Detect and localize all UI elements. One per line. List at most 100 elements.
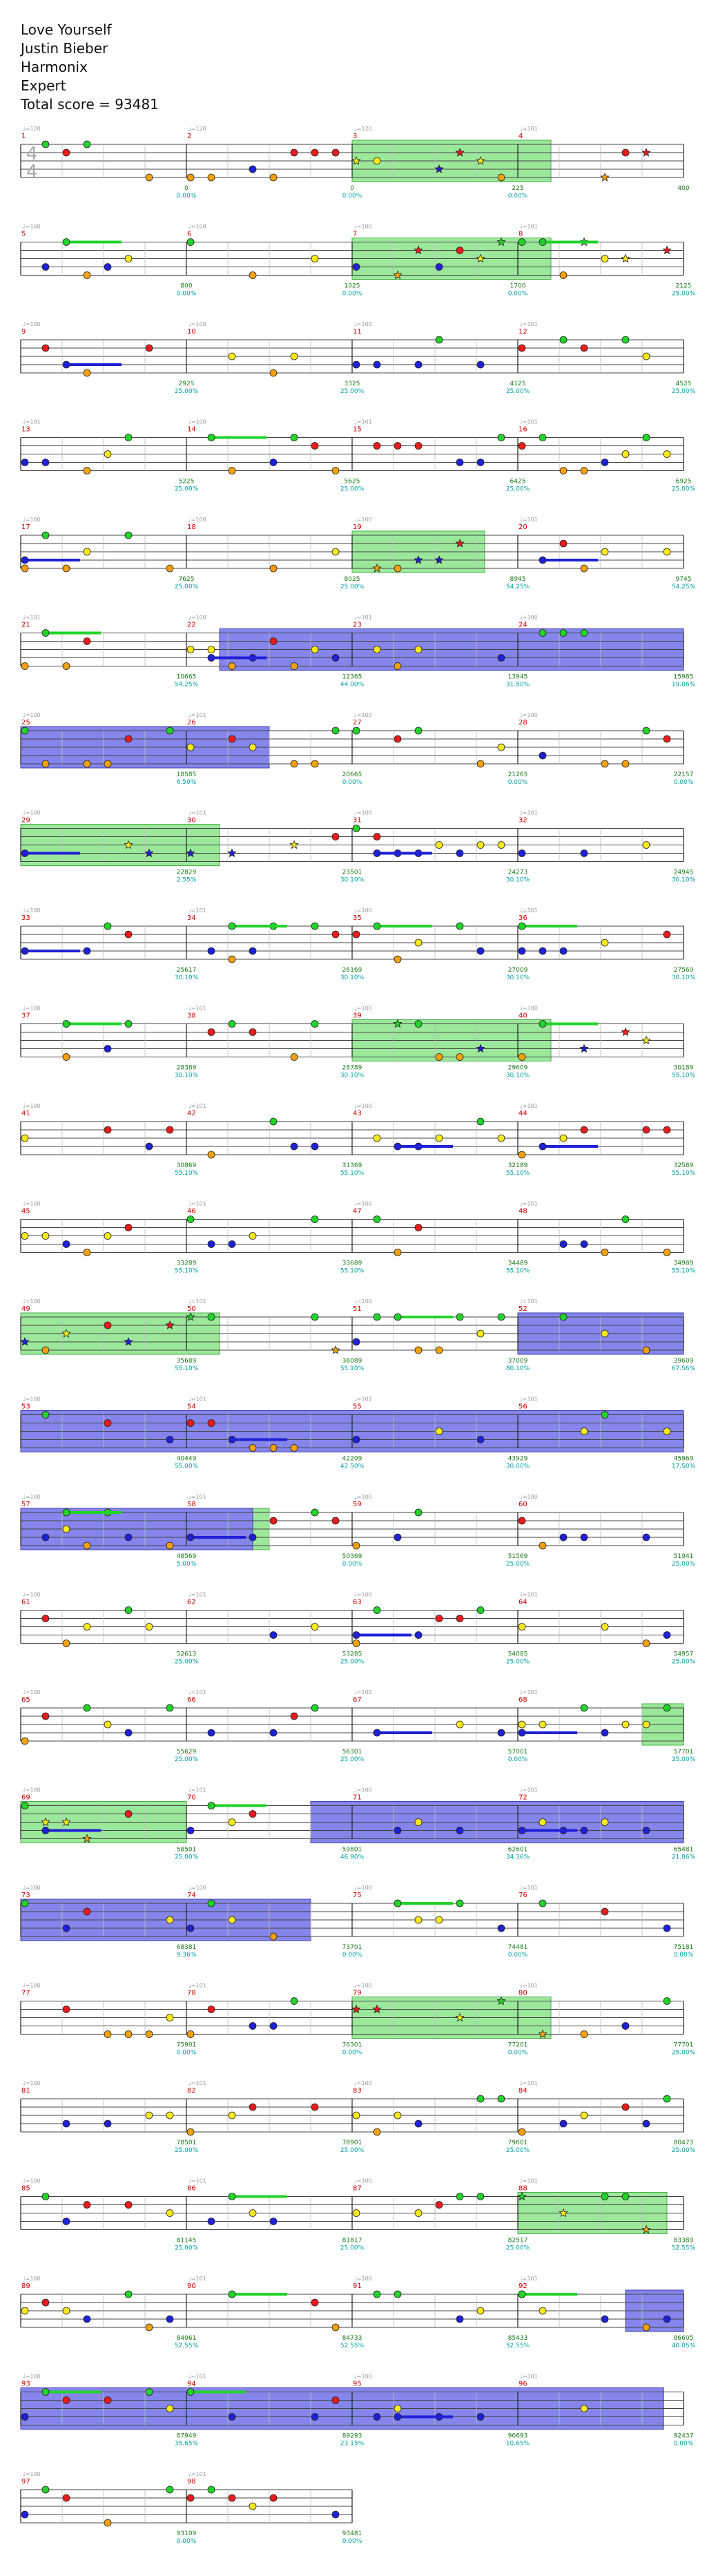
note-gem: [83, 947, 91, 955]
measure-score: 74481: [508, 1944, 528, 1951]
measure-score: 92437: [674, 2433, 694, 2440]
note-gem: [331, 727, 340, 735]
sp-percent: 0.00%: [508, 779, 528, 786]
sp-percent: 17.50%: [672, 1463, 696, 1470]
note-gem: [186, 2494, 195, 2502]
note-gem: [539, 1020, 547, 1028]
note-gem: [186, 2030, 195, 2038]
measure-score: 30869: [177, 1162, 197, 1169]
note-gem: [62, 2307, 70, 2315]
note-gem: [580, 564, 588, 573]
measure-score: 81817: [342, 2238, 362, 2245]
tempo-marker: ♩=100: [354, 1494, 372, 1500]
note-gem: [539, 1899, 547, 1907]
measure-score: 78501: [177, 2140, 197, 2146]
measure-score: 2925: [179, 381, 195, 387]
measure-score: 0: [350, 185, 354, 192]
measure-score: 34989: [674, 1260, 694, 1267]
note-gem: [207, 1151, 215, 1159]
note-gem: [83, 548, 91, 556]
tempo-marker: ♩=101: [520, 1592, 538, 1598]
sp-percent: 25.00%: [506, 1659, 530, 1666]
note-gem: [518, 238, 526, 246]
note-star: [641, 2224, 651, 2234]
note-star: [476, 155, 485, 165]
note-gem: [104, 1126, 112, 1134]
measure-number: 21: [21, 622, 30, 629]
measure-number: 81: [21, 2087, 30, 2095]
measure-number: 68: [519, 1696, 527, 1704]
measure-score: 24273: [508, 869, 528, 876]
measure-score: 58501: [177, 1847, 197, 1854]
measure-score: 28789: [342, 1065, 362, 1072]
note-gem: [186, 1827, 195, 1834]
measure-number: 42: [187, 1110, 196, 1117]
note-gem: [601, 1818, 609, 1826]
note-gem: [311, 1704, 319, 1712]
sp-percent: 55.10%: [672, 1073, 696, 1079]
measure-number: 95: [353, 2381, 362, 2388]
note-gem: [539, 1720, 547, 1729]
note-gem: [21, 1134, 29, 1142]
sp-percent: 31.50%: [506, 682, 530, 689]
measure-number: 10: [187, 328, 196, 336]
note-gem: [62, 2494, 70, 2502]
note-gem: [186, 743, 195, 751]
note-gem: [41, 263, 50, 271]
tempo-marker: ♩=100: [354, 2276, 372, 2282]
note-gem: [642, 1827, 650, 1834]
note-gem: [331, 930, 340, 939]
note-gem: [435, 1346, 443, 1354]
note-gem: [580, 2111, 588, 2120]
tempo-marker: ♩=101: [23, 615, 41, 621]
measure-number: 45: [21, 1208, 30, 1215]
note-gem: [41, 459, 50, 466]
note-gem: [21, 727, 29, 735]
song-title: Love Yourself: [21, 21, 112, 38]
note-gem: [414, 361, 423, 369]
tempo-marker: ♩=101: [188, 1103, 206, 1109]
tempo-marker: ♩=100: [354, 321, 372, 327]
note-gem: [352, 263, 360, 271]
sp-percent: 34.36%: [506, 1854, 530, 1861]
measure-number: 63: [353, 1599, 362, 1606]
measure-score: 42209: [342, 1456, 362, 1463]
measure-score: 83389: [674, 2238, 694, 2245]
note-gem: [207, 1899, 215, 1907]
sp-percent: 0.00%: [342, 2050, 362, 2057]
note-gem: [580, 2405, 588, 2412]
note-gem: [497, 2095, 505, 2103]
note-gem: [207, 1419, 215, 1427]
measure-number: 66: [187, 1696, 196, 1704]
note-star: [41, 1817, 50, 1827]
sp-percent: 52.55%: [340, 2343, 365, 2349]
tempo-marker: ♩=101: [23, 419, 41, 425]
tempo-marker: ♩=100: [188, 1885, 206, 1891]
note-gem: [456, 1313, 464, 1321]
note-gem: [580, 2030, 588, 2038]
note-gem: [476, 760, 485, 768]
measure-number: 28: [519, 719, 527, 727]
tempo-marker: ♩=100: [354, 907, 372, 914]
measure-number: 89: [21, 2282, 30, 2290]
tempo-marker: ♩=100: [354, 1006, 372, 1012]
sp-percent: 25.00%: [672, 2050, 696, 2057]
tempo-marker: ♩=100: [23, 517, 41, 523]
note-gem: [290, 148, 298, 157]
note-star: [186, 1311, 195, 1321]
note-gem: [41, 760, 50, 768]
tempo-marker: ♩=101: [188, 1983, 206, 1989]
note-gem: [104, 263, 112, 271]
note-gem: [580, 1240, 588, 1248]
note-gem: [166, 1916, 174, 1924]
measure-score: 4125: [510, 381, 526, 387]
note-gem: [62, 2218, 70, 2225]
note-gem: [394, 1533, 402, 1541]
sp-percent: 55.00%: [175, 1463, 199, 1470]
note-gem: [228, 1818, 236, 1826]
note-gem: [435, 1615, 443, 1622]
note-gem: [539, 238, 547, 246]
note-star: [61, 1817, 71, 1827]
note-gem: [559, 271, 568, 279]
measure-score: 6425: [510, 479, 526, 486]
